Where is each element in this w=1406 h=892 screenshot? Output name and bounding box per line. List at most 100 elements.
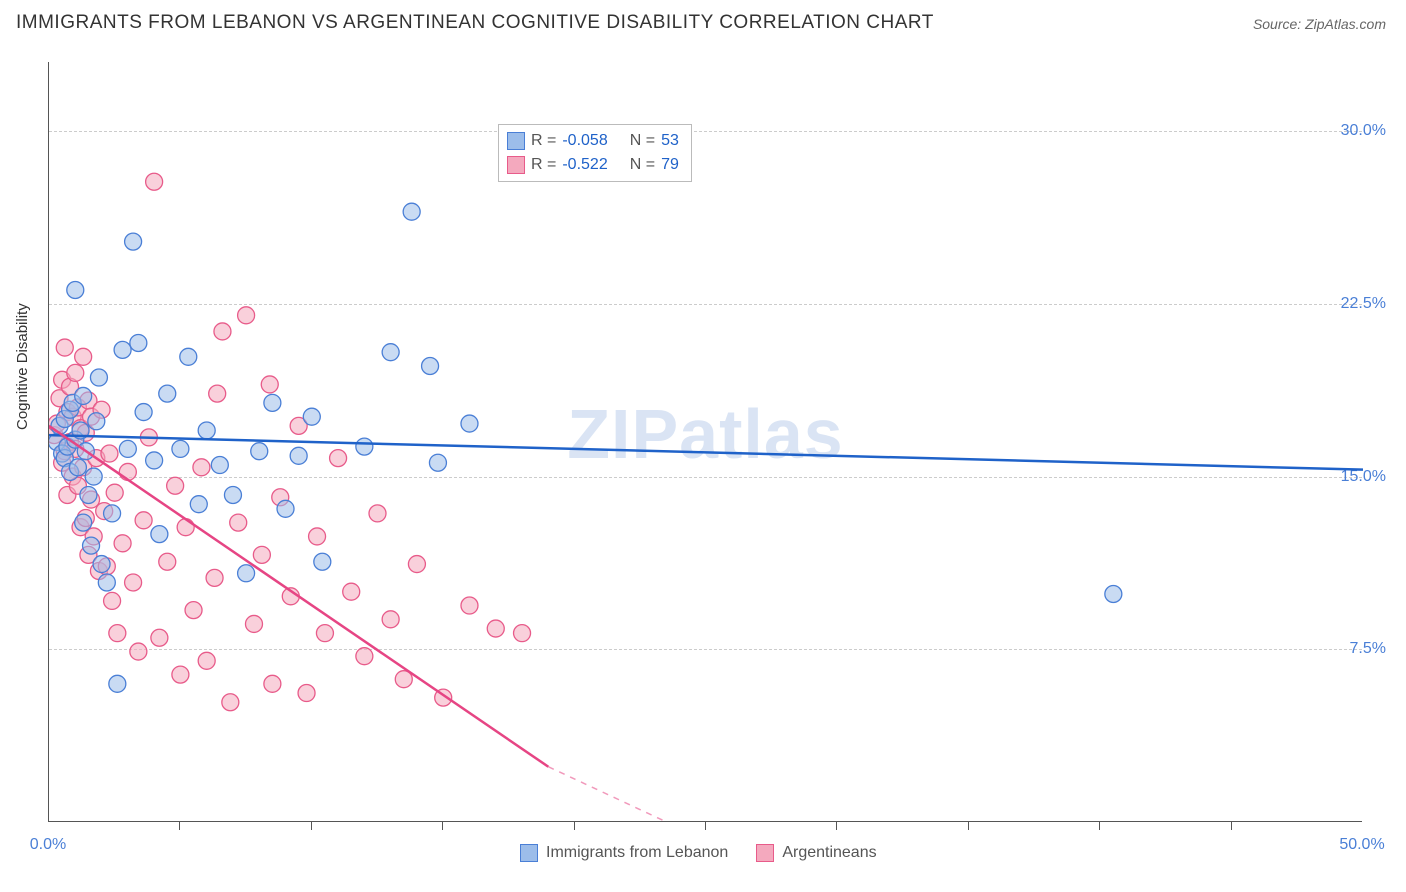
x-tick-label-right: 50.0% bbox=[1339, 836, 1384, 854]
scatter-point bbox=[298, 685, 315, 702]
x-tick bbox=[311, 822, 312, 830]
x-tick bbox=[1231, 822, 1232, 830]
scatter-point bbox=[238, 307, 255, 324]
scatter-point bbox=[198, 652, 215, 669]
trend-line bbox=[49, 435, 1363, 470]
scatter-point bbox=[230, 514, 247, 531]
n-value-leb: 53 bbox=[661, 129, 679, 153]
scatter-point bbox=[180, 348, 197, 365]
scatter-point bbox=[461, 597, 478, 614]
scatter-point bbox=[80, 486, 97, 503]
r-label-arg: R = bbox=[531, 153, 556, 177]
n-value-arg: 79 bbox=[661, 153, 679, 177]
scatter-point bbox=[167, 477, 184, 494]
source-prefix: Source: bbox=[1253, 16, 1305, 32]
scatter-point bbox=[190, 496, 207, 513]
scatter-point bbox=[314, 553, 331, 570]
scatter-point bbox=[245, 615, 262, 632]
x-tick bbox=[574, 822, 575, 830]
scatter-point bbox=[101, 445, 118, 462]
scatter-point bbox=[125, 574, 142, 591]
scatter-point bbox=[109, 625, 126, 642]
scatter-point bbox=[177, 519, 194, 536]
n-label-arg: N = bbox=[630, 153, 655, 177]
corr-row-lebanon: R = -0.058 N = 53 bbox=[507, 129, 679, 153]
scatter-point bbox=[114, 341, 131, 358]
scatter-point bbox=[146, 173, 163, 190]
scatter-point bbox=[408, 556, 425, 573]
scatter-point bbox=[193, 459, 210, 476]
scatter-point bbox=[277, 500, 294, 517]
scatter-point bbox=[93, 556, 110, 573]
r-value-leb: -0.058 bbox=[562, 129, 607, 153]
scatter-point bbox=[316, 625, 333, 642]
trend-line bbox=[49, 426, 548, 767]
x-tick bbox=[705, 822, 706, 830]
scatter-point bbox=[461, 415, 478, 432]
scatter-point bbox=[369, 505, 386, 522]
scatter-point bbox=[356, 438, 373, 455]
scatter-point bbox=[211, 457, 228, 474]
scatter-point bbox=[264, 394, 281, 411]
scatter-point bbox=[104, 592, 121, 609]
scatter-point bbox=[88, 413, 105, 430]
scatter-point bbox=[403, 203, 420, 220]
scatter-point bbox=[130, 334, 147, 351]
scatter-point bbox=[172, 666, 189, 683]
scatter-point bbox=[487, 620, 504, 637]
scatter-point bbox=[303, 408, 320, 425]
scatter-point bbox=[172, 440, 189, 457]
plot-box: ZIPatlas bbox=[48, 62, 1362, 822]
scatter-point bbox=[151, 526, 168, 543]
y-axis-label: Cognitive Disability bbox=[14, 303, 31, 430]
scatter-point bbox=[514, 625, 531, 642]
scatter-point bbox=[422, 358, 439, 375]
scatter-point bbox=[261, 376, 278, 393]
corr-row-argentina: R = -0.522 N = 79 bbox=[507, 153, 679, 177]
scatter-point bbox=[98, 574, 115, 591]
legend-item-lebanon: Immigrants from Lebanon bbox=[520, 844, 728, 862]
scatter-point bbox=[135, 404, 152, 421]
scatter-point bbox=[159, 385, 176, 402]
scatter-point bbox=[214, 323, 231, 340]
scatter-point bbox=[209, 385, 226, 402]
scatter-point bbox=[67, 364, 84, 381]
legend-swatch-argentina bbox=[756, 844, 774, 862]
scatter-point bbox=[382, 344, 399, 361]
correlation-legend: R = -0.058 N = 53 R = -0.522 N = 79 bbox=[498, 124, 692, 182]
n-label-leb: N = bbox=[630, 129, 655, 153]
x-tick bbox=[836, 822, 837, 830]
source-attribution: Source: ZipAtlas.com bbox=[1253, 16, 1386, 32]
swatch-lebanon bbox=[507, 132, 525, 150]
scatter-point bbox=[356, 648, 373, 665]
scatter-point bbox=[185, 602, 202, 619]
scatter-point bbox=[90, 369, 107, 386]
scatter-point bbox=[119, 440, 136, 457]
scatter-point bbox=[119, 463, 136, 480]
scatter-point bbox=[253, 546, 270, 563]
x-tick-label-left: 0.0% bbox=[30, 836, 66, 854]
legend-item-argentina: Argentineans bbox=[756, 844, 876, 862]
legend-label-argentina: Argentineans bbox=[782, 844, 876, 862]
scatter-point bbox=[85, 468, 102, 485]
chart-area: ZIPatlas R = -0.058 N = 53 R = -0.522 N … bbox=[48, 62, 1362, 822]
scatter-point bbox=[290, 447, 307, 464]
scatter-point bbox=[109, 675, 126, 692]
scatter-point bbox=[343, 583, 360, 600]
scatter-point bbox=[104, 505, 121, 522]
legend-label-lebanon: Immigrants from Lebanon bbox=[546, 844, 728, 862]
scatter-point bbox=[429, 454, 446, 471]
scatter-point bbox=[251, 443, 268, 460]
scatter-point bbox=[125, 233, 142, 250]
scatter-point bbox=[309, 528, 326, 545]
source-name: ZipAtlas.com bbox=[1305, 16, 1386, 32]
scatter-point bbox=[75, 348, 92, 365]
scatter-point bbox=[69, 459, 86, 476]
scatter-point bbox=[130, 643, 147, 660]
scatter-point bbox=[330, 450, 347, 467]
scatter-point bbox=[1105, 586, 1122, 603]
scatter-point bbox=[224, 486, 241, 503]
scatter-point bbox=[146, 452, 163, 469]
scatter-point bbox=[75, 514, 92, 531]
r-value-arg: -0.522 bbox=[562, 153, 607, 177]
